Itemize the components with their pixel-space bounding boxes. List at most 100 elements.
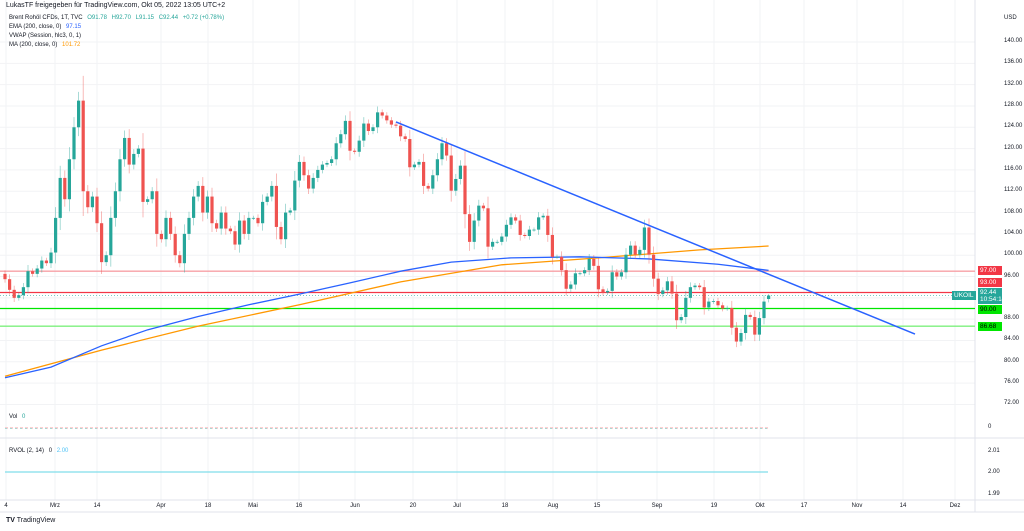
candle-body (675, 293, 679, 321)
candle-body (514, 217, 518, 221)
candle-body (187, 217, 191, 234)
time-tick: Sep (651, 503, 663, 509)
legend-ma-value: 101.72 (62, 42, 81, 48)
candle-body (118, 159, 122, 192)
candle-body (35, 268, 39, 274)
candle-body (537, 217, 541, 230)
candle-body (518, 220, 522, 235)
candle-body (472, 220, 476, 242)
candle-body (481, 205, 485, 209)
candle-body (100, 223, 104, 263)
legend-vwap-row[interactable]: VWAP (Session, hlc3, 0, 1) (9, 33, 84, 39)
candle-body (109, 217, 113, 256)
candle-body (242, 220, 246, 234)
price-tick: 96.00 (1004, 272, 1020, 279)
price-tick: 116.00 (1004, 165, 1022, 172)
time-tick: Nov (851, 503, 863, 509)
time-tick: 19 (710, 503, 718, 509)
candle-body (707, 301, 711, 308)
candle-body (652, 254, 656, 279)
tradingview-logo[interactable]: TV TradingView (6, 517, 55, 524)
candle-body (261, 201, 265, 224)
candle-body (739, 333, 743, 342)
legend-ema-row[interactable]: EMA (200, close, 0) 97.15 (9, 24, 84, 30)
candle-body (251, 217, 255, 219)
candle-body (560, 256, 564, 271)
candle-body (578, 273, 582, 275)
candle-body (711, 301, 715, 302)
candle-body (477, 205, 481, 221)
price-tick: 84.00 (1004, 336, 1020, 343)
price-tick: 104.00 (1004, 229, 1023, 236)
tv-logo-icon: TV (6, 517, 15, 524)
symbol-badge: UKOIL (952, 291, 976, 300)
legend-ma-row[interactable]: MA (200, close, 0) 101.72 (9, 42, 83, 48)
candle-body (638, 249, 642, 255)
time-tick: 15 (593, 503, 601, 509)
candle-body (702, 287, 706, 308)
candle-body (601, 289, 605, 293)
candle-body (330, 159, 334, 163)
candle-body (629, 245, 633, 255)
candle-body (67, 159, 71, 200)
candle-body (527, 229, 531, 237)
candle-body (426, 185, 430, 189)
candle-body (339, 134, 343, 144)
candle-body (408, 139, 412, 168)
candle-body (201, 185, 205, 213)
candle-body (458, 165, 462, 179)
volume-legend[interactable]: Vol 0 (9, 414, 28, 420)
rvol-legend[interactable]: RVOL (2, 14) 0 2.00 (9, 448, 71, 454)
candle-body (113, 191, 117, 218)
candle-body (610, 272, 614, 291)
price-tick: 120.00 (1004, 144, 1023, 151)
candle-body (146, 199, 150, 202)
candle-body (49, 252, 53, 264)
price-tick: 140.00 (1004, 38, 1023, 44)
legend-symbol-row: Brent Rohöl CFDs, 1T, TVC O91.78 H92.70 … (9, 15, 227, 21)
candle-body (744, 314, 748, 334)
candle-body (633, 245, 637, 255)
candle-body (532, 229, 536, 231)
candle-body (26, 271, 30, 288)
candle-body (422, 161, 426, 186)
time-tick: Mrz (50, 503, 60, 509)
rvol-value0: 0 (48, 448, 53, 454)
candle-body (445, 143, 449, 156)
price-tick: 72.00 (1004, 400, 1020, 407)
price-tick: 88.00 (1004, 315, 1020, 322)
price-badge: 92.44 10:54:14 (978, 288, 1005, 304)
candle-body (573, 273, 577, 285)
candle-body (716, 301, 720, 306)
candle-body (555, 256, 559, 258)
legend-symbol[interactable]: Brent Rohöl CFDs, 1T, TVC (9, 15, 83, 21)
candle-body (435, 159, 439, 176)
candle-body (274, 185, 278, 227)
share-header: LukasTF freigegeben für TradingView.com,… (6, 2, 226, 9)
candle-body (734, 327, 738, 342)
legend-high: H92.70 (111, 15, 131, 21)
candle-body (403, 136, 407, 140)
trendline (395, 121, 916, 335)
candle-body (325, 162, 329, 165)
candle-body (297, 161, 301, 181)
time-tick: Jun (350, 503, 360, 509)
candle-body (757, 318, 761, 335)
candle-body (748, 314, 752, 318)
candle-body (679, 317, 683, 321)
candle-body (279, 226, 283, 240)
candle-body (357, 140, 361, 152)
candle-body (123, 137, 127, 160)
candle-body (504, 224, 508, 237)
candle-body (389, 120, 393, 125)
candle-body (564, 270, 568, 289)
price-tick: 136.00 (1004, 59, 1023, 66)
candle-body (592, 258, 596, 266)
candle-body (219, 212, 223, 229)
candle-body (228, 228, 232, 232)
price-tick: 112.00 (1004, 187, 1022, 194)
time-tick: Okt (755, 503, 765, 509)
candle-body (730, 307, 734, 328)
price-badge: 97.00 (978, 265, 1002, 275)
